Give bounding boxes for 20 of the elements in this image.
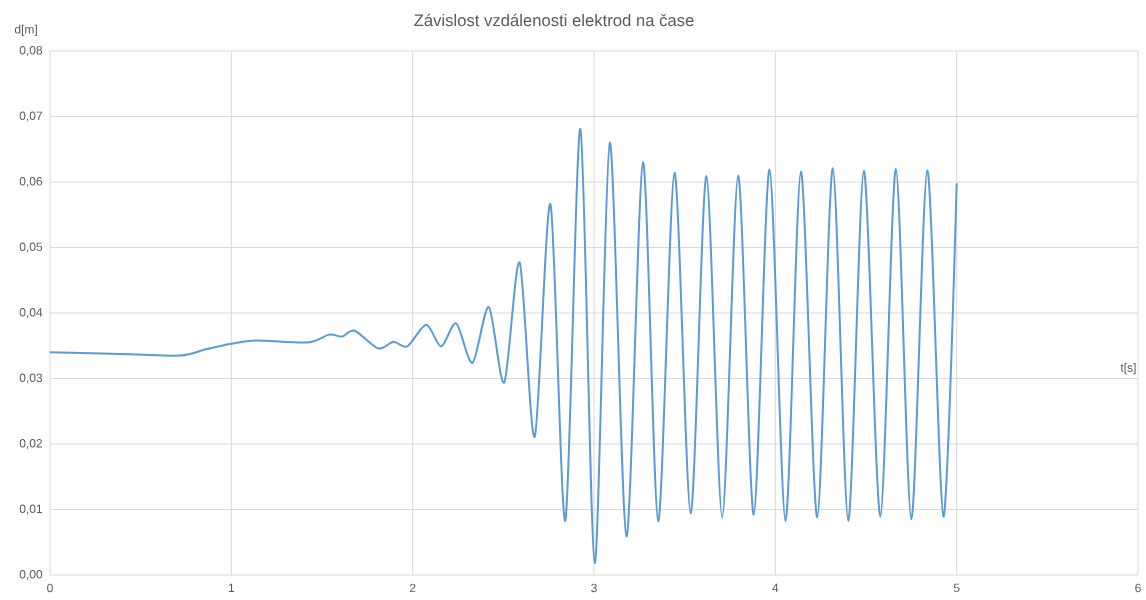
y-tick-label: 0,02: [19, 439, 43, 449]
x-tick-label: 4: [772, 583, 779, 592]
y-tick-label: 0,06: [19, 177, 43, 187]
x-tick-label: 1: [228, 583, 235, 592]
line-series: [49, 127, 958, 565]
y-tick-label: 0,07: [19, 111, 43, 122]
x-tick-label: 5: [953, 583, 960, 593]
x-tick-label: 0: [47, 583, 53, 593]
y-tick-label: 0,05: [19, 242, 43, 253]
y-tick-label: 0,00: [19, 570, 43, 580]
y-tick-label: 0,08: [19, 46, 43, 56]
y-tick-label: 0,01: [19, 504, 43, 515]
chart-title: Závislost vzdálenosti elektrod na čase: [414, 13, 694, 27]
x-tick-label: 2: [409, 583, 416, 593]
x-tick-label: 3: [591, 583, 597, 593]
y-tick-label: 0,04: [19, 308, 43, 318]
y-axis-title: d[m]: [14, 24, 37, 36]
x-tick-label: 6: [1135, 583, 1141, 593]
x-axis-title: t[s]: [1120, 363, 1136, 375]
y-tick-label: 0,03: [19, 373, 43, 384]
